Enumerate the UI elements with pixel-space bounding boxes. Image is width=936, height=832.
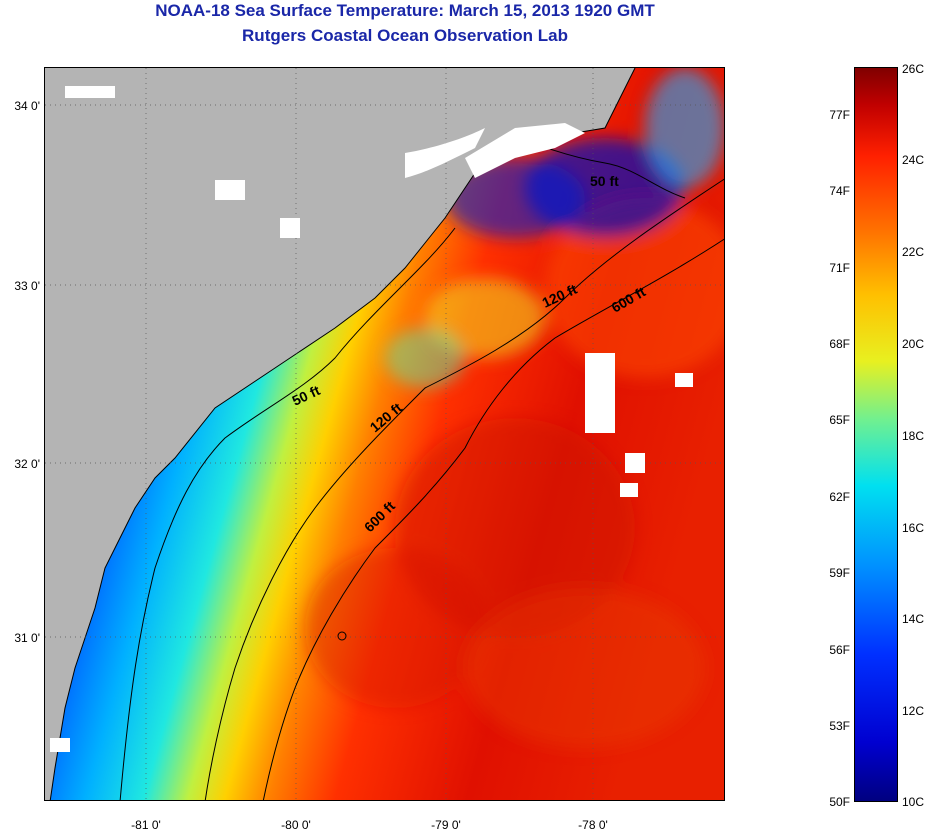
colorbar-label-c-16: 16C bbox=[902, 521, 925, 535]
colorbar-label-c-22: 22C bbox=[902, 245, 925, 259]
cloud-patches bbox=[50, 86, 693, 752]
contour-600ft bbox=[262, 238, 724, 800]
sst-map-svg: 50 ft 120 ft 600 ft 50 ft 120 ft 600 ft bbox=[45, 68, 724, 800]
colorbar-label-f-56: 56F bbox=[829, 643, 850, 657]
lat-label-31: 31 0' bbox=[14, 631, 40, 645]
lat-label-34: 34 0' bbox=[14, 99, 40, 113]
colorbar-label-f-62: 62F bbox=[829, 490, 850, 504]
colorbar-label-c-26: 26C bbox=[902, 62, 925, 76]
colorbar-label-c-14: 14C bbox=[902, 612, 925, 626]
map-title: NOAA-18 Sea Surface Temperature: March 1… bbox=[155, 1, 655, 20]
contour-label-50ft-north: 50 ft bbox=[590, 173, 619, 189]
lat-label-33: 33 0' bbox=[14, 279, 40, 293]
colorbar-label-c-10: 10C bbox=[902, 795, 925, 809]
map-grid bbox=[45, 68, 724, 800]
land-area bbox=[45, 68, 635, 800]
colorbar-label-f-65: 65F bbox=[829, 413, 850, 427]
lat-label-32: 32 0' bbox=[14, 457, 40, 471]
colorbar-label-c-12: 12C bbox=[902, 704, 925, 718]
lon-label-81: -81 0' bbox=[131, 818, 161, 832]
map-subtitle: Rutgers Coastal Ocean Observation Lab bbox=[242, 26, 568, 45]
lon-label-80: -80 0' bbox=[281, 818, 311, 832]
contour-120ft bbox=[204, 178, 724, 800]
colorbar-label-f-50: 50F bbox=[829, 795, 850, 809]
colorbar-label-f-71: 71F bbox=[829, 261, 850, 275]
colorbar-label-f-53: 53F bbox=[829, 719, 850, 733]
colorbar-label-c-18: 18C bbox=[902, 429, 925, 443]
colorbar-label-f-74: 74F bbox=[829, 184, 850, 198]
lon-label-78: -78 0' bbox=[578, 818, 608, 832]
colorbar-label-c-24: 24C bbox=[902, 153, 925, 167]
colorbar-label-c-20: 20C bbox=[902, 337, 925, 351]
marker-circle bbox=[337, 631, 347, 641]
sst-map[interactable]: 50 ft 120 ft 600 ft 50 ft 120 ft 600 ft bbox=[44, 67, 725, 801]
coastline bbox=[49, 68, 636, 800]
colorbar-label-f-68: 68F bbox=[829, 337, 850, 351]
colorbar-label-f-59: 59F bbox=[829, 566, 850, 580]
temperature-colorbar bbox=[854, 67, 898, 802]
lon-label-79: -79 0' bbox=[431, 818, 461, 832]
colorbar-label-f-77: 77F bbox=[829, 108, 850, 122]
